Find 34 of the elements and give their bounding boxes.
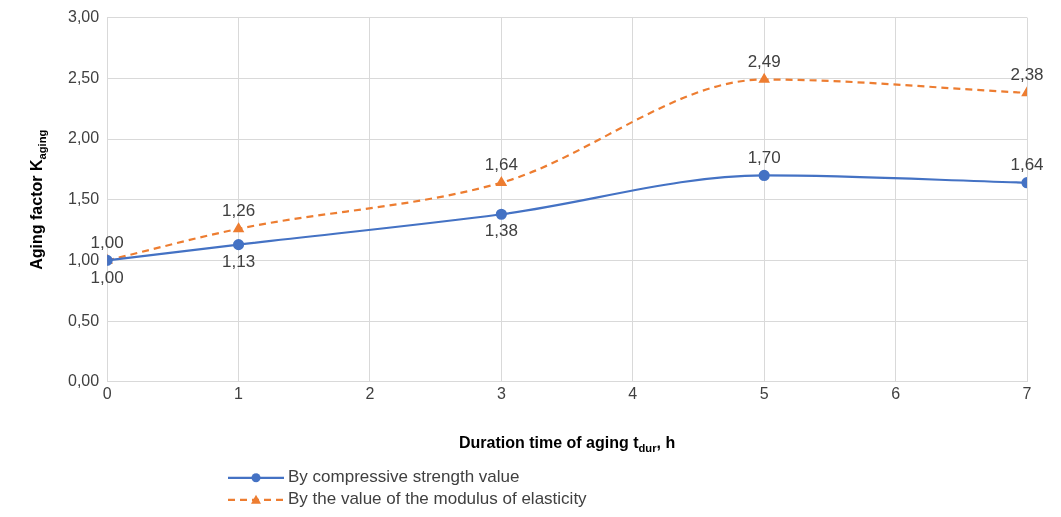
data-label: 1,00 <box>90 232 124 252</box>
legend-label: By the value of the modulus of elasticity <box>288 489 588 509</box>
data-label: 1,70 <box>747 147 781 167</box>
x-tick-label: 0 <box>102 384 112 402</box>
point <box>496 177 507 187</box>
point <box>758 169 770 182</box>
data-label: 1,64 <box>1010 154 1044 174</box>
data-label: 1,64 <box>484 154 518 174</box>
y-tick-label: 1,00 <box>68 250 100 268</box>
x-tick-label: 7 <box>1022 384 1032 402</box>
y-tick-label: 1,50 <box>68 190 100 208</box>
y-tick-label: 2,50 <box>68 68 100 86</box>
data-label: 1,13 <box>222 251 256 271</box>
y-axis-title: Aging factor Kaging <box>28 129 48 270</box>
data-label: 1,00 <box>90 267 124 287</box>
y-tick-label: 2,00 <box>68 129 100 147</box>
legend-label: By compressive strength value <box>288 467 520 487</box>
y-tick-label: 0,00 <box>68 372 100 390</box>
x-tick-label: 2 <box>365 384 375 402</box>
x-tick-label: 4 <box>628 384 638 402</box>
data-label: 2,49 <box>747 51 781 71</box>
data-label: 1,38 <box>484 221 518 241</box>
y-tick-label: 3,00 <box>68 8 100 26</box>
point <box>232 239 245 251</box>
point <box>759 73 770 83</box>
point <box>495 208 507 220</box>
data-label: 1,26 <box>222 201 256 221</box>
y-tick-label: 0,50 <box>68 311 100 329</box>
x-tick-label: 5 <box>759 384 769 402</box>
x-tick-label: 6 <box>891 384 901 402</box>
point <box>233 223 244 233</box>
x-tick-label: 3 <box>496 384 506 402</box>
data-label: 2,38 <box>1010 65 1044 85</box>
x-tick-label: 1 <box>234 384 244 402</box>
